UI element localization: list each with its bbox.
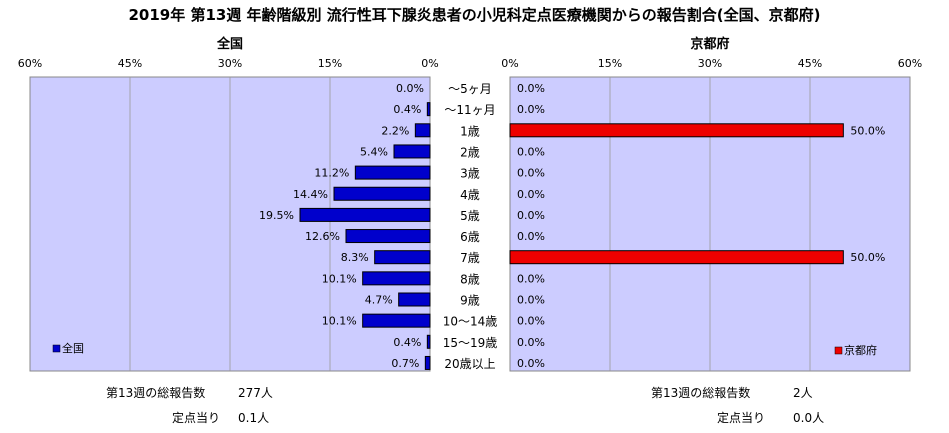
national-value-label: 0.7% — [391, 357, 419, 370]
national-bar — [426, 102, 431, 117]
national-tick-label: 60% — [18, 57, 42, 70]
national-value-label: 5.4% — [360, 145, 388, 158]
national-bar — [374, 250, 431, 265]
national-value-label: 4.7% — [365, 294, 393, 307]
kyoto-bar — [509, 250, 844, 265]
national-bar — [299, 207, 431, 222]
kyoto-tick-labels: 0% 15% 30% 45% 60% — [501, 57, 922, 70]
national-bar — [362, 271, 431, 286]
national-bar — [345, 229, 431, 244]
kyoto-tick-label: 60% — [898, 57, 922, 70]
national-value-label: 2.2% — [381, 124, 409, 137]
national-total-value: 277人 — [238, 386, 273, 400]
national-value-label: 11.2% — [314, 167, 349, 180]
age-category-label: 9歳 — [460, 294, 480, 308]
national-tick-labels: 0% 15% 30% 45% 60% — [18, 57, 439, 70]
age-category-label: 20歳以上 — [444, 357, 495, 371]
kyoto-per-value: 0.0人 — [793, 411, 825, 425]
national-value-label: 12.6% — [305, 230, 340, 243]
kyoto-tick-label: 30% — [698, 57, 722, 70]
national-value-label: 10.1% — [322, 272, 357, 285]
national-tick-label: 45% — [118, 57, 142, 70]
kyoto-value-label: 0.0% — [517, 82, 545, 95]
kyoto-value-label: 0.0% — [517, 294, 545, 307]
national-bar — [333, 186, 431, 201]
national-per-label: 定点当り — [172, 411, 221, 425]
kyoto-value-label: 0.0% — [517, 357, 545, 370]
kyoto-legend: 京都府 — [834, 343, 877, 357]
kyoto-value-label: 0.0% — [517, 188, 545, 201]
national-value-label: 8.3% — [341, 251, 369, 264]
kyoto-tick-label: 45% — [798, 57, 822, 70]
national-bar — [414, 123, 431, 138]
age-category-labels: ～5ヶ月 ～11ヶ月 1歳 2歳 3歳 4歳 5歳 6歳 7歳 8歳 9歳 10～14歳 15～19歳 2… — [443, 82, 498, 371]
kyoto-total-label: 第13週の総報告数 — [651, 386, 751, 400]
national-legend-label: 全国 — [62, 341, 84, 355]
national-value-label: 0.0% — [396, 82, 424, 95]
kyoto-per-label: 定点当り — [717, 411, 766, 425]
kyoto-value-label: 50.0% — [850, 251, 885, 264]
national-legend-swatch — [52, 344, 61, 353]
age-category-label: 10～14歳 — [443, 315, 498, 329]
age-category-label: 1歳 — [460, 124, 480, 138]
national-tick-label: 0% — [421, 57, 438, 70]
kyoto-legend-label: 京都府 — [844, 343, 877, 357]
national-tick-label: 30% — [218, 57, 242, 70]
national-legend: 全国 — [52, 341, 84, 355]
kyoto-panel-title: 京都府 — [690, 36, 729, 52]
age-category-label: 6歳 — [460, 230, 480, 244]
national-value-label: 0.4% — [393, 103, 421, 116]
age-category-label: 4歳 — [460, 188, 480, 202]
national-bar — [362, 313, 431, 328]
kyoto-value-label: 0.0% — [517, 103, 545, 116]
kyoto-total-value: 2人 — [793, 386, 813, 400]
national-per-value: 0.1人 — [238, 411, 270, 425]
chart-title: 2019年 第13週 年齢階級別 流行性耳下腺炎患者の小児科定点医療機関からの報… — [128, 6, 821, 24]
kyoto-value-label: 0.0% — [517, 336, 545, 349]
national-bar — [354, 165, 431, 180]
national-value-labels: 0.0% 0.4% 2.2% 5.4% 11.2% 14.4% 19.5% 12.6%8.3%… — [259, 82, 424, 370]
kyoto-value-label: 50.0% — [850, 124, 885, 137]
kyoto-bar — [509, 123, 844, 138]
national-bar — [424, 355, 431, 370]
kyoto-value-label: 0.0% — [517, 167, 545, 180]
national-value-label: 0.4% — [393, 336, 421, 349]
kyoto-value-label: 0.0% — [517, 272, 545, 285]
national-gridlines — [129, 77, 331, 371]
national-bar — [426, 334, 431, 349]
kyoto-bars — [509, 123, 844, 265]
age-category-label: 5歳 — [460, 209, 480, 223]
kyoto-value-label: 0.0% — [517, 209, 545, 222]
kyoto-legend-swatch — [834, 346, 843, 355]
national-bars — [299, 102, 431, 370]
age-category-label: 15～19歳 — [443, 336, 498, 350]
age-category-label: 2歳 — [460, 145, 480, 159]
national-value-label: 10.1% — [322, 315, 357, 328]
national-value-label: 19.5% — [259, 209, 294, 222]
national-total-label: 第13週の総報告数 — [106, 386, 206, 400]
age-category-label: 7歳 — [460, 251, 480, 265]
age-category-label: ～11ヶ月 — [444, 103, 495, 117]
kyoto-value-label: 0.0% — [517, 315, 545, 328]
national-value-label: 14.4% — [293, 188, 328, 201]
kyoto-tick-label: 15% — [598, 57, 622, 70]
kyoto-value-label: 0.0% — [517, 230, 545, 243]
kyoto-tick-label: 0% — [501, 57, 518, 70]
age-category-label: ～5ヶ月 — [448, 82, 492, 96]
kyoto-value-labels: 0.0% 0.0% 50.0% 0.0% 0.0% 0.0% 0.0% 0.0% 50.0% 0.… — [517, 82, 885, 370]
age-category-label: 3歳 — [460, 167, 480, 181]
national-tick-label: 15% — [318, 57, 342, 70]
age-category-label: 8歳 — [460, 272, 480, 286]
kyoto-value-label: 0.0% — [517, 145, 545, 158]
national-panel-title: 全国 — [216, 36, 243, 52]
national-bar — [393, 144, 431, 159]
national-bar — [398, 292, 431, 307]
